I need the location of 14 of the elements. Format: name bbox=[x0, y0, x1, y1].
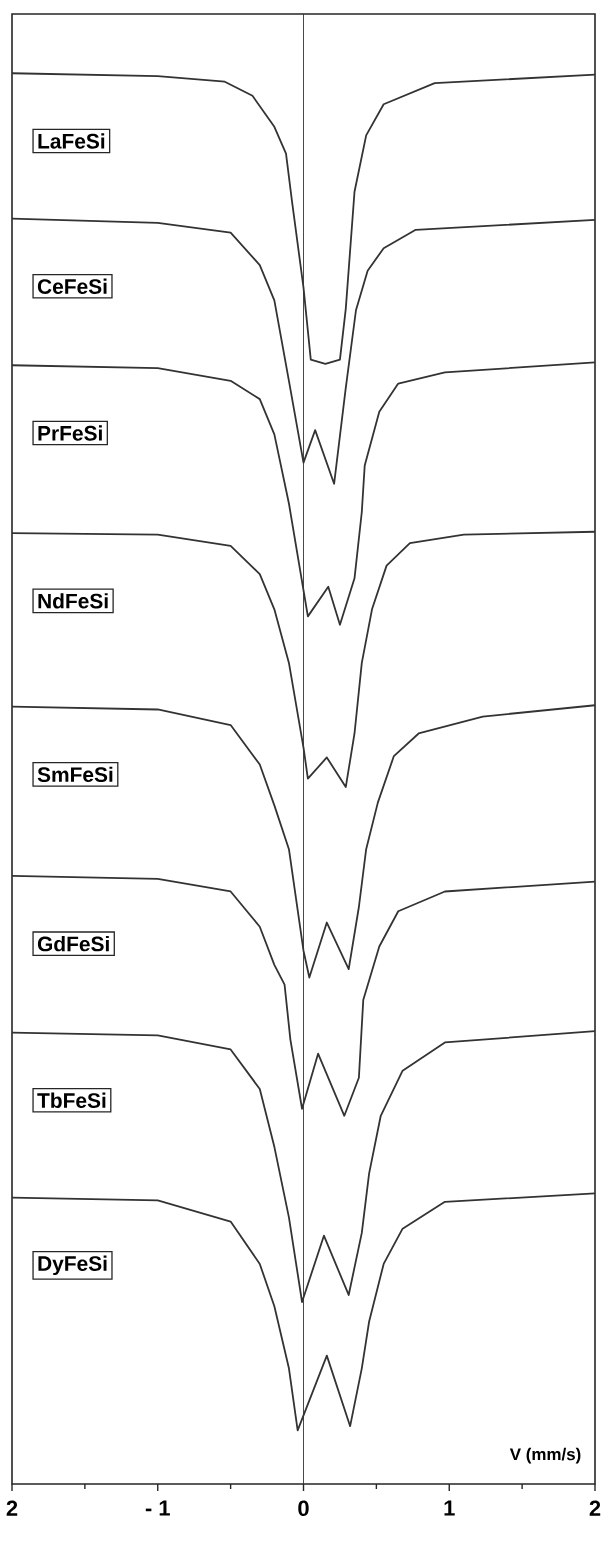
text: DyFeSi bbox=[38, 1255, 107, 1276]
text: SmFeSi bbox=[37, 766, 113, 783]
text: NdFeSi bbox=[38, 593, 108, 609]
text: LaFeSi bbox=[38, 133, 105, 149]
text: GdFeSi bbox=[37, 936, 109, 952]
x-axis-title: V (mm/s) bbox=[509, 1447, 581, 1464]
x-tick-label: 2 bbox=[6, 1500, 18, 1516]
x-tick-label: 2 bbox=[589, 1500, 601, 1516]
text: PrFeSi bbox=[38, 425, 102, 441]
text: TbFeSi bbox=[37, 1092, 106, 1108]
x-tick-label: 0 bbox=[298, 1500, 309, 1517]
x-tick-label: 1 bbox=[444, 1500, 455, 1516]
x-tick-label: - 1 bbox=[145, 1500, 170, 1516]
text: CeFeSi bbox=[37, 278, 107, 294]
